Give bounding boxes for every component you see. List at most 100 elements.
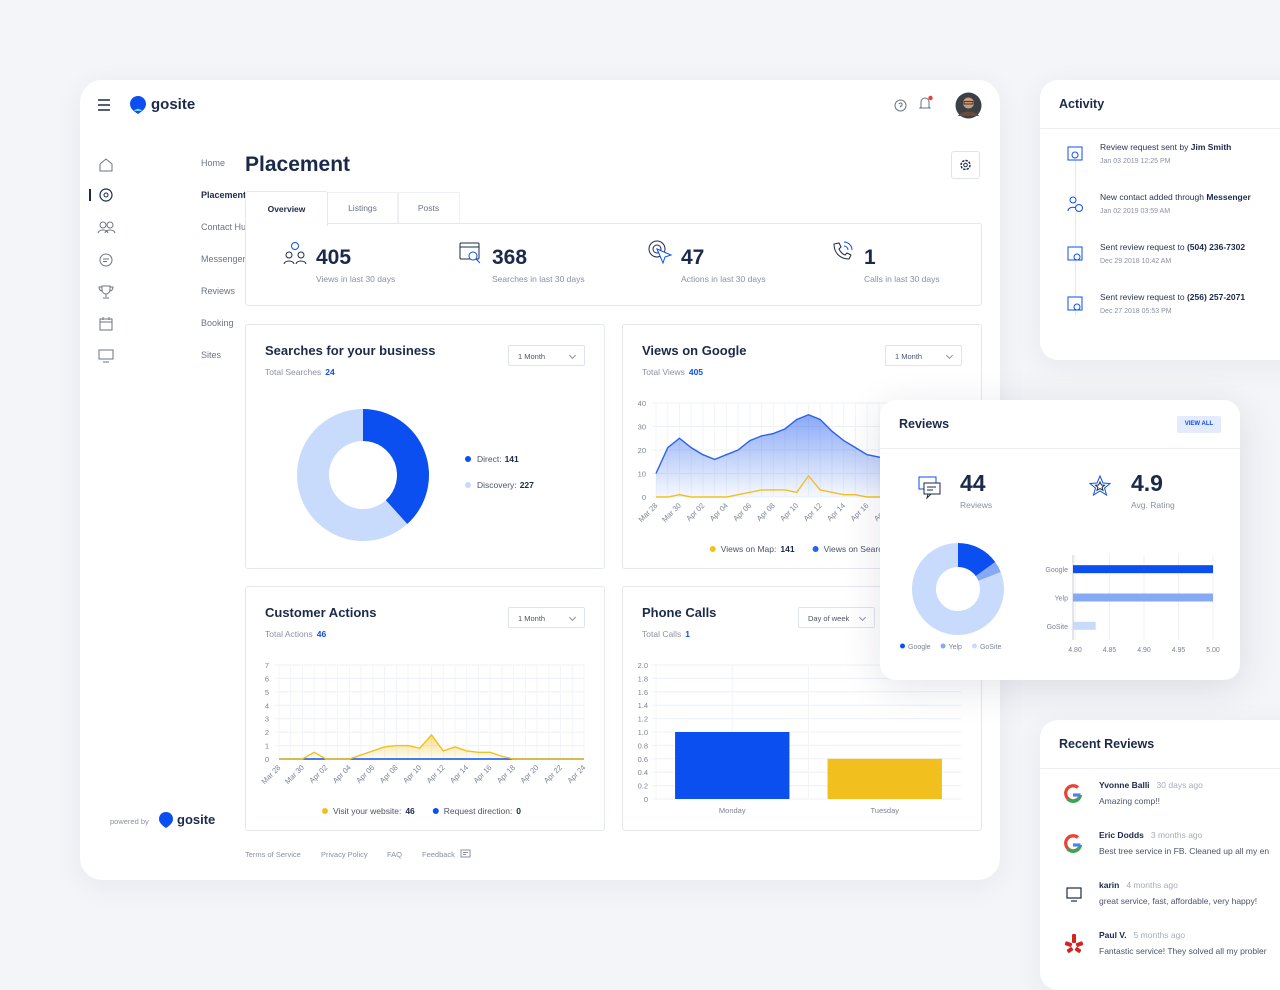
pie-slice [363, 409, 429, 524]
y-tick-label: 2 [265, 728, 269, 737]
stats-panel: 405 Views in last 30 days 368 Searches i… [245, 223, 982, 306]
y-tick-label: 1.8 [638, 674, 648, 683]
x-tick-label: Apr 20 [518, 763, 540, 785]
legend-label: 141 [780, 544, 794, 554]
body: gosite Home Placement Contact Hub Messen… [0, 0, 1280, 960]
settings-button[interactable] [951, 151, 980, 179]
nav-item[interactable]: Placement [201, 190, 247, 200]
bell-icon[interactable] [918, 95, 934, 112]
x-tick-label: Mar 28 [260, 763, 283, 786]
legend-label: Visit your website: [333, 806, 401, 816]
legend-label: Direct: [477, 454, 502, 464]
x-tick-label: Mar 30 [660, 501, 683, 524]
stat-icon [833, 241, 853, 260]
activity-text: Sent review request to (256) 257-2071 [1100, 292, 1245, 302]
divider [1040, 768, 1280, 769]
reviews-icon [918, 476, 941, 500]
x-tick-label: Apr 14 [448, 763, 470, 785]
nav-item[interactable]: Contact Hub [201, 222, 252, 232]
nav-item[interactable]: Booking [201, 318, 234, 328]
period-dropdown[interactable]: Day of week [798, 607, 875, 628]
avatar[interactable] [955, 92, 982, 119]
subtitle-label: Total Views [642, 367, 685, 377]
reviewer: Paul V. [1099, 930, 1127, 940]
footer-link[interactable]: Feedback [422, 850, 455, 859]
footer-link[interactable]: Privacy Policy [321, 850, 368, 859]
x-tick-label: Monday [719, 806, 746, 815]
subtitle-label: Total Calls [642, 629, 682, 639]
recent-reviews-card: Recent Reviews Yvonne Balli 30 days ago A… [1040, 720, 1280, 990]
timeline [1075, 155, 1076, 315]
brand: gosite [151, 96, 196, 113]
reviewer-name: Eric Dodds 3 months ago [1099, 830, 1202, 840]
x-tick-label: Apr 08 [378, 763, 400, 785]
pie-slice [975, 561, 1001, 581]
review-time: 4 months ago [1126, 880, 1178, 890]
y-tick-label: 1 [265, 742, 269, 751]
x-tick-label: Apr 16 [849, 501, 871, 523]
logo-icon [130, 96, 146, 114]
nav-item[interactable]: Sites [201, 350, 222, 360]
active-indicator [89, 189, 91, 201]
x-tick-label: Apr 02 [307, 763, 329, 785]
brand: gosite [177, 812, 216, 827]
rating-value: 4.9 [1131, 470, 1163, 496]
menu-icon[interactable] [97, 99, 111, 111]
legend-swatch [465, 482, 471, 488]
reviewer: karin [1099, 880, 1120, 890]
x-tick-label: Mar 28 [637, 501, 660, 524]
period-dropdown[interactable]: 1 Month [508, 607, 585, 628]
subtitle-total: 405 [688, 367, 704, 377]
x-tick-label: Apr 04 [331, 763, 353, 785]
x-tick-label: Apr 18 [495, 763, 517, 785]
legend-label: Views on Search [824, 544, 888, 554]
y-tick-label: 6 [265, 674, 269, 683]
footer-link[interactable]: Terms of Service [245, 850, 301, 859]
chart-subtitle: Total Calls 1 [642, 629, 690, 639]
nav-item[interactable]: Messenger [201, 254, 246, 264]
legend-swatch [900, 643, 905, 649]
tab[interactable]: Posts [397, 192, 460, 225]
legend-swatch [432, 808, 439, 814]
tab[interactable]: Overview [245, 191, 328, 226]
reviewer: Yvonne Balli [1099, 780, 1150, 790]
stat-value: 1 [864, 246, 876, 269]
legend-label: Yelp [949, 644, 962, 651]
logo-icon [159, 812, 173, 828]
x-tick-label: Apr 10 [401, 763, 423, 785]
tab[interactable]: Listings [326, 192, 399, 225]
period-dropdown[interactable]: 1 Month [508, 345, 585, 366]
y-tick-label: 0 [265, 755, 269, 764]
legend-label: Discovery: [477, 480, 517, 490]
legend-swatch [709, 546, 716, 552]
gear-icon [960, 159, 971, 171]
divider [1040, 128, 1280, 129]
y-tick-label: 4 [265, 701, 269, 710]
stat-value: 47 [681, 246, 705, 269]
period-dropdown[interactable]: 1 Month [885, 345, 962, 366]
x-tick-label: Apr 06 [731, 501, 753, 523]
y-tick-label: 0 [644, 795, 648, 804]
x-tick-label: Tuesday [871, 806, 900, 815]
activity-subject: (256) 257-2071 [1186, 292, 1246, 302]
legend-label: Request direction: [444, 806, 513, 816]
view-all-button[interactable]: VIEW ALL [1177, 416, 1221, 433]
review-text: Fantastic service! They solved all my pr… [1099, 946, 1267, 956]
x-tick-label: Apr 10 [778, 501, 800, 523]
reviewer: Eric Dodds [1099, 830, 1144, 840]
activity-subject: Jim Smith [1190, 142, 1232, 152]
chart-panel: Searches for your business Total Searche… [245, 324, 605, 569]
legend-label: 0 [516, 806, 521, 816]
nav-item[interactable]: Reviews [201, 286, 236, 296]
chart-panel: Customer Actions Total Actions 46 1 Month… [245, 586, 605, 831]
help-icon[interactable] [894, 99, 907, 112]
subtitle-label: Total Searches [265, 367, 322, 377]
main-card: gosite Home Placement Contact Hub Messen… [80, 80, 1000, 880]
recent-reviews-title: Recent Reviews [1059, 737, 1155, 751]
nav-item[interactable]: Home [201, 158, 226, 168]
activity-card: Activity Review request sent by Jim Smit… [1040, 80, 1280, 360]
chart-subtitle: Total Views 405 [642, 367, 703, 377]
legend-swatch [812, 546, 819, 552]
footer-link[interactable]: FAQ [387, 850, 403, 859]
legend: Views on Map: 141 Views on Search [709, 544, 888, 554]
